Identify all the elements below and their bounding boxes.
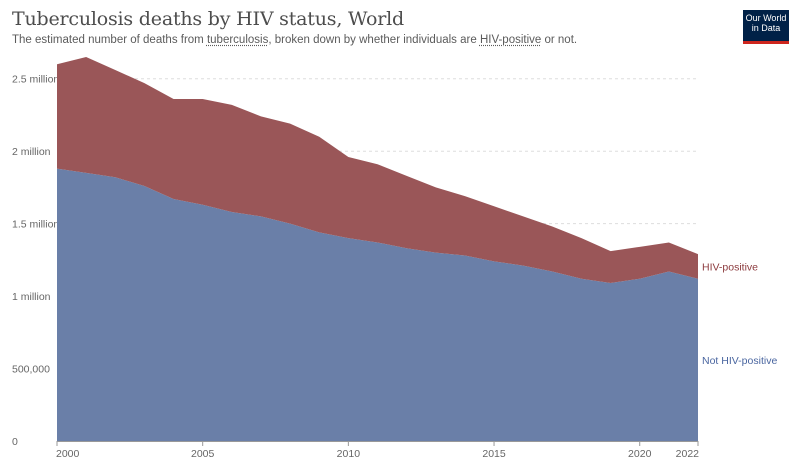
subtitle-text-end: or not.: [541, 34, 578, 46]
logo-line-1: Our World: [745, 13, 787, 23]
x-tick-label: 2000: [56, 448, 80, 460]
stacked-areas: [57, 57, 698, 441]
y-tick-label: 0: [12, 436, 18, 448]
series-label-hiv-positive: HIV-positive: [702, 261, 758, 273]
y-tick-label: 1.5 million: [12, 219, 59, 231]
tuberculosis-link[interactable]: tuberculosis: [206, 34, 269, 46]
subtitle-text-start: The estimated number of deaths from: [12, 34, 207, 46]
y-tick-label: 1 million: [12, 291, 51, 303]
subtitle-text-middle: , broken down by whether individuals are: [268, 34, 480, 46]
x-tick-label: 2015: [482, 448, 506, 460]
axes: 2000 2005 2010 2015 2020 2022: [56, 441, 699, 460]
y-tick-label: 500,000: [12, 364, 50, 376]
x-tick-label: 2022: [676, 448, 700, 460]
series-label-not-hiv-positive: Not HIV-positive: [702, 355, 777, 367]
x-tick-label: 2010: [337, 448, 361, 460]
chart-title: Tuberculosis deaths by HIV status, World: [12, 8, 404, 30]
chart-subtitle: The estimated number of deaths from tube…: [12, 34, 577, 46]
x-tick-label: 2020: [628, 448, 652, 460]
logo-line-2: in Data: [751, 23, 781, 33]
area-hiv-positive: [57, 57, 698, 284]
y-tick-label: 2.5 million: [12, 74, 59, 86]
hiv-positive-link[interactable]: HIV-positive: [479, 34, 542, 46]
series-labels: HIV-positive Not HIV-positive: [702, 261, 777, 366]
x-tick-label: 2005: [191, 448, 215, 460]
y-tick-label: 2 million: [12, 146, 51, 158]
area-not-hiv-positive: [57, 168, 698, 441]
our-world-in-data-logo[interactable]: Our World in Data: [743, 10, 789, 44]
